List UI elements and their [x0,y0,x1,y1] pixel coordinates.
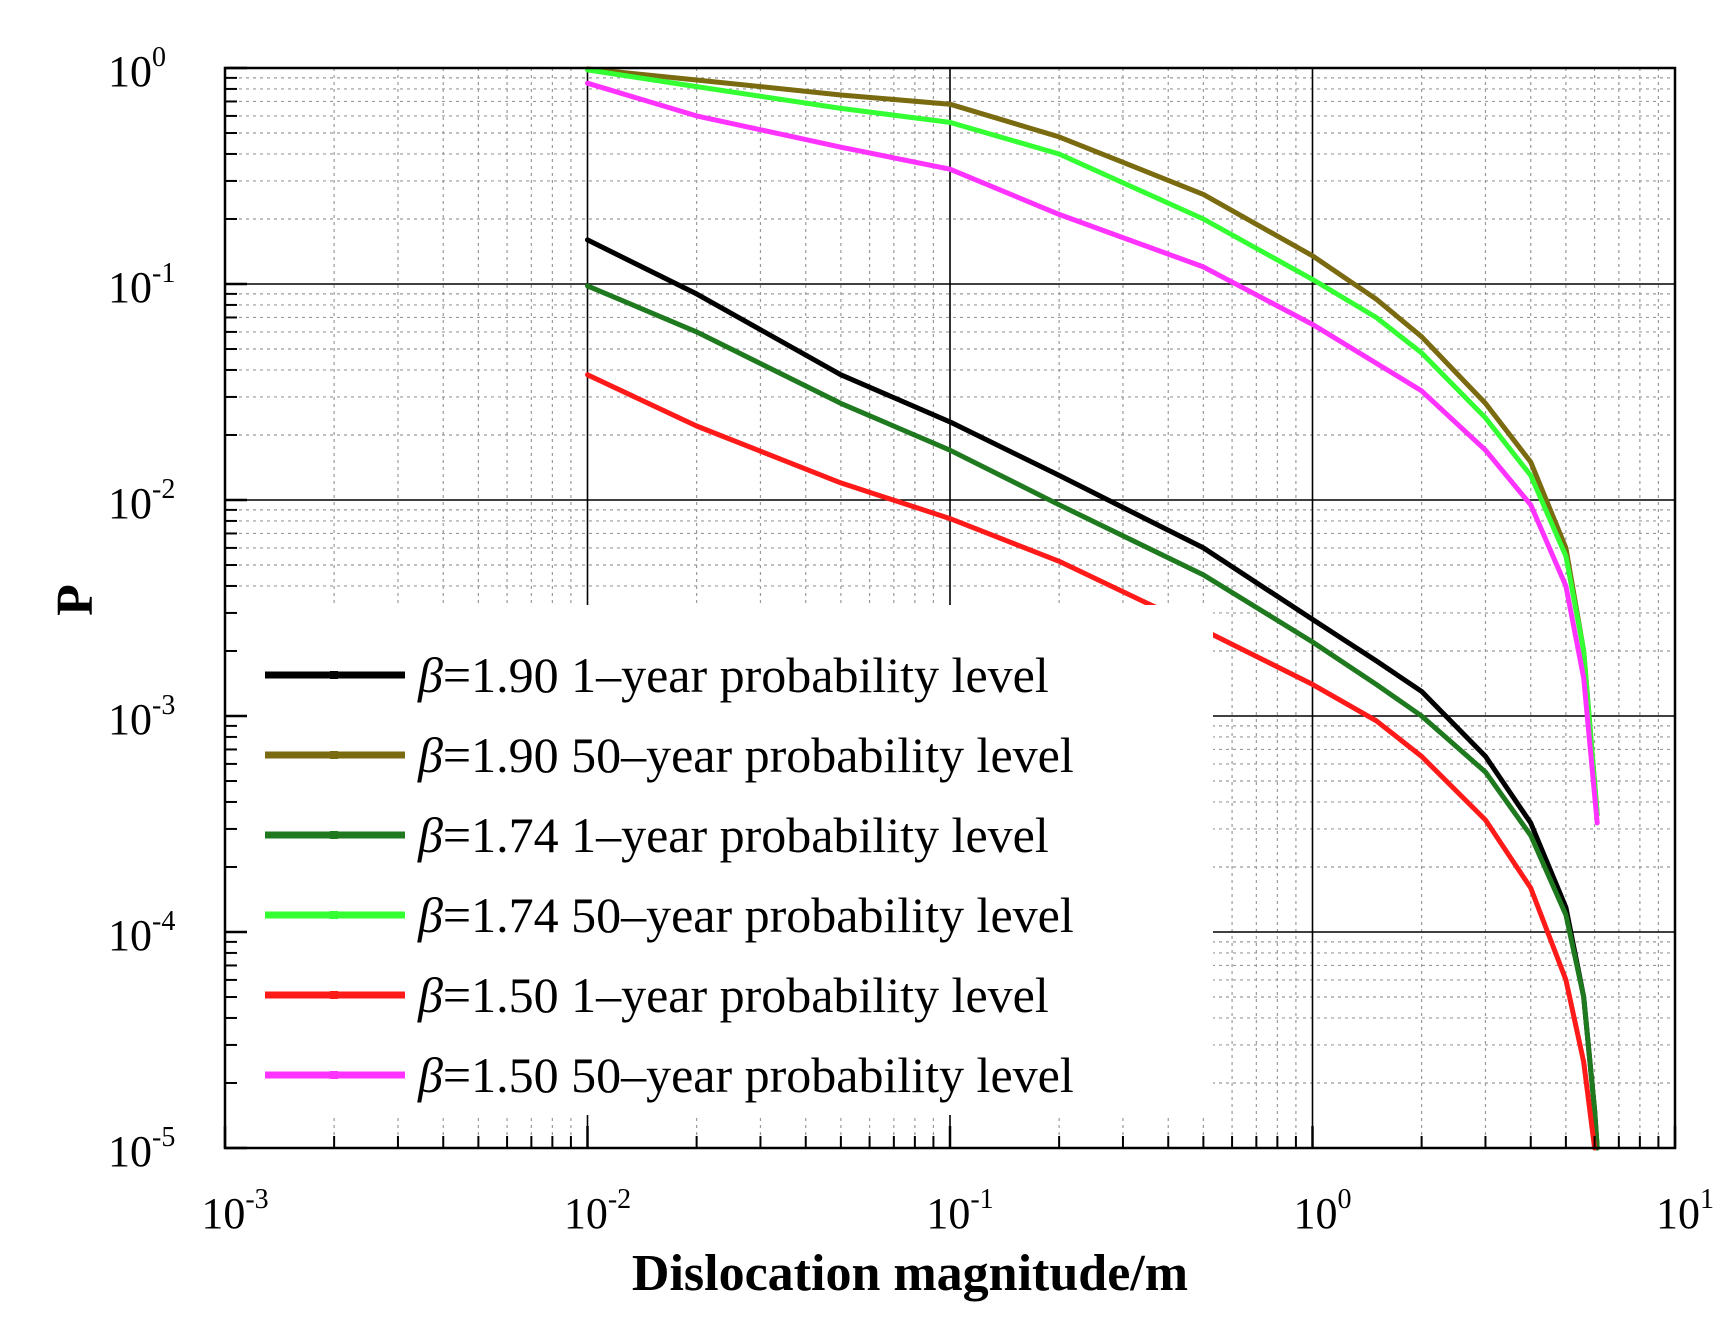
legend-label-text: =1.50 1–year probability level [443,967,1049,1023]
tick-exponent: -1 [152,258,175,289]
legend-marker-4 [330,911,338,919]
tick-base: 10 [926,1189,970,1238]
legend-label-text: =1.90 1–year probability level [443,647,1049,703]
tick-base: 10 [108,47,152,96]
legend-beta-symbol: β [417,727,443,783]
legend-label-text: =1.50 50–year probability level [443,1047,1074,1103]
x-tick-label: 10-3 [201,1184,268,1238]
legend-label-text: =1.74 50–year probability level [443,887,1074,943]
legend-box [228,605,1213,1115]
series-line-4 [585,67,1600,817]
legend-label-text: =1.74 1–year probability level [443,807,1049,863]
tick-exponent: -3 [152,690,175,721]
tick-base: 10 [108,479,152,528]
legend-marker-2 [330,751,338,759]
legend-label-3: β=1.74 1–year probability level [417,807,1049,863]
tick-exponent: -2 [152,474,175,505]
y-axis-title: P [47,584,104,616]
plot-frame [223,66,1677,1150]
legend-label-6: β=1.50 50–year probability level [417,1047,1074,1103]
series-lines [585,66,1600,1151]
tick-labels: 10-3 10-2 10-1 100 10110010-110-210-310-410-… [108,42,1714,1238]
legend-label-1: β=1.90 1–year probability level [417,647,1049,703]
legend-marker-5 [330,991,338,999]
tick-exponent: 0 [1338,1184,1352,1215]
series-line-5 [585,372,1598,1151]
x-tick-label: 10-2 [564,1184,631,1238]
y-tick-label: 10-1 [108,258,175,312]
tick-base: 10 [108,263,152,312]
tick-base: 10 [1656,1189,1700,1238]
tick-exponent: -3 [245,1184,268,1215]
series-line-6 [585,80,1600,826]
legend-marker-1 [330,671,338,679]
legend-label-5: β=1.50 1–year probability level [417,967,1049,1023]
legend-marker-6 [330,1071,338,1079]
x-tick-label: 100 [1294,1184,1352,1238]
tick-base: 10 [1294,1189,1338,1238]
y-tick-label: 100 [108,42,166,96]
x-tick-label: 101 [1656,1184,1714,1238]
legend-beta-symbol: β [417,887,443,943]
legend-label-4: β=1.74 50–year probability level [417,887,1074,943]
y-tick-label: 10-3 [108,690,175,744]
y-tick-label: 10-4 [108,906,175,960]
tick-exponent: 1 [1700,1184,1714,1215]
x-tick-label: 10-1 [926,1184,993,1238]
legend-label-text: =1.90 50–year probability level [443,727,1074,783]
tick-exponent: -2 [608,1184,631,1215]
tick-exponent: -1 [970,1184,993,1215]
tick-base: 10 [108,695,152,744]
legend-marker-3 [330,831,338,839]
legend-label-2: β=1.90 50–year probability level [417,727,1074,783]
y-tick-label: 10-2 [108,474,175,528]
series-line-2 [585,66,1600,817]
legend-beta-symbol: β [417,967,443,1023]
tick-base: 10 [201,1189,245,1238]
tick-exponent: 0 [152,42,166,73]
x-axis-title: Dislocation magnitude/m [632,1245,1188,1302]
series-line-3 [585,283,1600,1151]
tick-exponent: -5 [152,1122,175,1153]
tick-exponent: -4 [152,906,175,937]
tick-base: 10 [108,911,152,960]
legend-beta-symbol: β [417,807,443,863]
tick-base: 10 [564,1189,608,1238]
y-tick-label: 10-5 [108,1122,175,1176]
tick-base: 10 [108,1127,152,1176]
legend-beta-symbol: β [417,647,443,703]
legend-beta-symbol: β [417,1047,443,1103]
